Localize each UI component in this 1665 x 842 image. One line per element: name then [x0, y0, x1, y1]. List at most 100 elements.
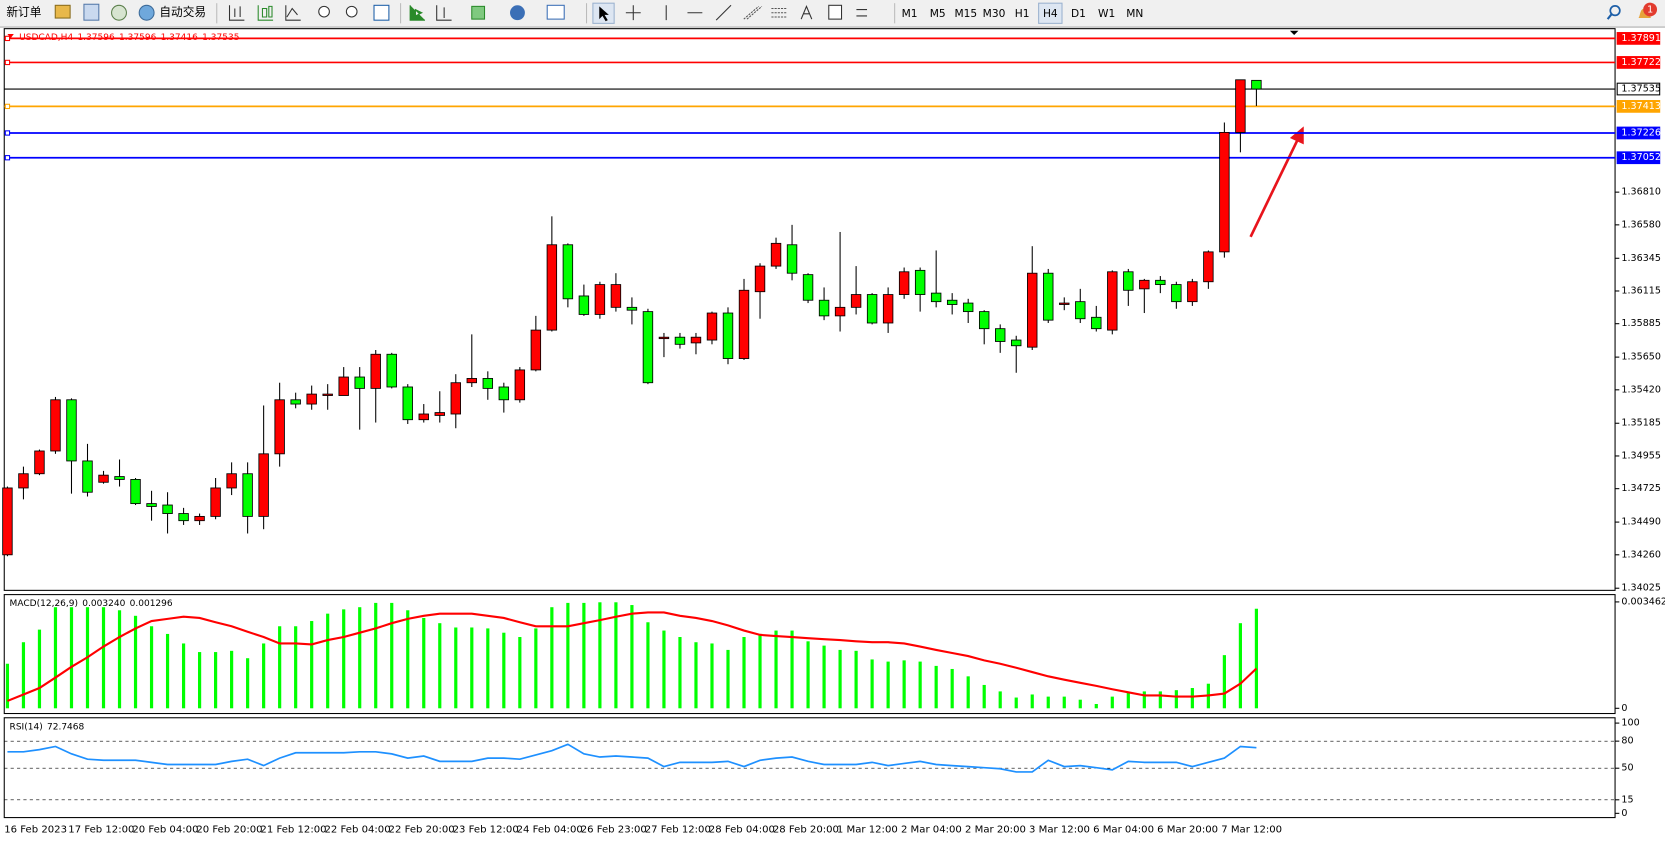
- candle-body: [1219, 131, 1230, 253]
- search-icon[interactable]: [1609, 4, 1621, 17]
- candle-body: [738, 289, 750, 359]
- toolbar-icon[interactable]: [373, 4, 390, 21]
- toolbar-icon[interactable]: [138, 4, 155, 21]
- candle-body: [770, 242, 782, 267]
- toolbar-icon[interactable]: [83, 3, 100, 21]
- x-tick-label: 21 Feb 12:00: [260, 824, 326, 835]
- candle-body: [866, 294, 878, 324]
- candle-body: [690, 336, 702, 344]
- timeframe-button[interactable]: M1: [902, 7, 918, 20]
- toolbar-icon[interactable]: [285, 5, 301, 21]
- histogram-bar: [342, 609, 346, 709]
- histogram-bar: [53, 607, 58, 709]
- timeframe-button[interactable]: W1: [1098, 7, 1115, 20]
- candle-body: [1155, 279, 1166, 286]
- arrow-head: [1289, 126, 1304, 145]
- toolbar-icon[interactable]: [856, 9, 868, 17]
- signal-line: [7, 611, 1258, 702]
- toolbar-icon[interactable]: [743, 5, 787, 20]
- timeframe-button[interactable]: M15: [955, 7, 978, 20]
- toolbar-icon[interactable]: [625, 5, 641, 21]
- timeframe-button[interactable]: M30: [983, 7, 1006, 20]
- candle-body: [162, 504, 173, 514]
- timeframe-button[interactable]: M5: [930, 7, 946, 20]
- candle-body: [226, 473, 237, 489]
- y-tick-label: 100: [1621, 718, 1639, 729]
- candle-body: [482, 378, 494, 389]
- histogram-bar: [870, 659, 874, 709]
- search-icon[interactable]: [1606, 13, 1613, 20]
- y-tick-label: 1.34490: [1621, 517, 1660, 528]
- toolbar-icon[interactable]: [409, 5, 426, 21]
- toolbar-icon[interactable]: [436, 5, 452, 21]
- candle-body: [178, 513, 189, 522]
- candle-body: [466, 378, 478, 384]
- line-anchor: [4, 155, 11, 161]
- toolbar-icon[interactable]: [800, 4, 813, 20]
- timeframe-button[interactable]: D1: [1071, 7, 1086, 20]
- candle-body: [418, 413, 429, 421]
- x-tick-label: 24 Feb 04:00: [517, 824, 583, 835]
- y-tick-label: 80: [1621, 736, 1633, 747]
- histogram-bar: [886, 661, 890, 709]
- new-order-button[interactable]: 新订单: [6, 5, 41, 19]
- histogram-bar: [790, 630, 794, 709]
- toolbar-icon[interactable]: [510, 5, 525, 21]
- toolbar-icon[interactable]: [345, 5, 358, 18]
- auto-trading-button[interactable]: 自动交易: [159, 5, 206, 19]
- candle-body: [898, 271, 910, 295]
- candle-body: [594, 284, 606, 315]
- candle-body: [834, 306, 846, 317]
- timeframe-button[interactable]: H1: [1015, 7, 1030, 20]
- candle-body: [995, 328, 1006, 342]
- candle-body: [914, 269, 926, 295]
- toolbar-icon[interactable]: [228, 5, 245, 21]
- indicator-readout: RSI(14): [10, 722, 43, 732]
- notification-count: 1: [1647, 5, 1653, 16]
- candle-body: [882, 294, 894, 324]
- candle-body: [850, 294, 862, 308]
- toolbar-icon[interactable]: [828, 4, 843, 20]
- histogram-bar: [630, 605, 634, 709]
- timeframe-button[interactable]: H4: [1043, 7, 1058, 20]
- candle-body: [338, 376, 349, 396]
- toolbar-icon[interactable]: [111, 4, 127, 21]
- histogram-bar: [774, 630, 778, 709]
- toolbar-icon[interactable]: [665, 4, 732, 21]
- x-tick-label: 6 Mar 20:00: [1157, 824, 1218, 835]
- notification-badge[interactable]: [1643, 2, 1658, 17]
- toolbar-icon[interactable]: [257, 5, 274, 21]
- timeframe-button[interactable]: MN: [1126, 7, 1143, 20]
- candle-body: [1123, 271, 1134, 291]
- x-tick-label: 26 Feb 23:00: [581, 824, 647, 835]
- histogram-bar: [246, 658, 250, 709]
- toolbar-icon[interactable]: [471, 5, 486, 20]
- indicator-readout: MACD(12,26,9): [10, 599, 79, 609]
- candle-body: [434, 412, 445, 416]
- candle-body: [1107, 271, 1118, 331]
- y-tick-label: 1.36580: [1621, 219, 1660, 230]
- chart-shift-marker: [1289, 30, 1299, 36]
- candle-body: [978, 311, 990, 330]
- candle-body: [802, 274, 814, 301]
- candle-body: [946, 299, 958, 305]
- histogram-bar: [822, 645, 826, 709]
- candle-body: [258, 453, 269, 517]
- histogram-bar: [438, 623, 442, 709]
- price-label-bg: [1616, 126, 1661, 140]
- candle-body: [306, 393, 317, 405]
- y-tick-label: 1.34025: [1621, 583, 1660, 594]
- y-tick-label: 0: [1621, 703, 1627, 714]
- candle-body: [1139, 279, 1150, 290]
- price-label: 1.37535: [1621, 84, 1660, 95]
- y-tick-label: 1.35420: [1621, 384, 1660, 395]
- candle-body: [242, 473, 253, 517]
- toolbar-icon[interactable]: [54, 4, 71, 19]
- candle-body: [98, 474, 109, 483]
- toolbar-icon[interactable]: [546, 4, 565, 20]
- toolbar-icon[interactable]: [318, 5, 330, 18]
- toolbar-icon[interactable]: [599, 6, 609, 22]
- candle-body: [642, 311, 654, 384]
- ohlc-readout: 1.37416: [161, 33, 199, 43]
- price-label-bg: [1616, 56, 1661, 69]
